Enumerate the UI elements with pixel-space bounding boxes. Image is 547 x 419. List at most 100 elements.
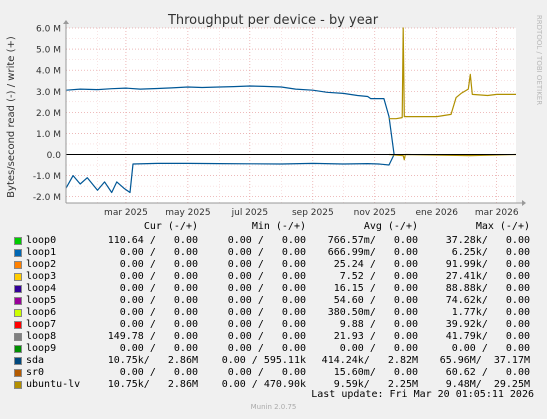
rrdtool-watermark: RRDTOOL / TOBI OETIKER	[535, 15, 543, 105]
legend-swatch	[14, 297, 22, 305]
legend-cur: 0.00 / 0.00	[119, 259, 198, 270]
legend-swatch	[14, 261, 22, 269]
y-tick-label: -2.0 M	[33, 193, 61, 203]
legend-max: 6.25k/ 0.00	[451, 247, 530, 258]
legend-row-loop3: loop3 0.00 / 0.00 0.00 / 0.00 7.52 / 0.00 27…	[0, 271, 547, 283]
legend-avg: 21.93 / 0.00	[333, 331, 418, 342]
legend-name: loop8	[26, 331, 57, 342]
legend-row-loop5: loop5 0.00 / 0.00 0.00 / 0.00 54.60 / 0.00 7…	[0, 295, 547, 307]
legend-avg: 666.99m/ 0.00	[327, 247, 418, 258]
legend-name: sr0	[26, 367, 45, 378]
x-tick-label: jul 2025	[231, 208, 268, 218]
legend-min: 0.00 / 0.00	[227, 247, 306, 258]
legend-name: loop0	[26, 235, 57, 246]
legend-row-loop8: loop8 149.78 / 0.00 0.00 / 0.00 21.93 / 0.0…	[0, 331, 547, 343]
legend-name: loop5	[26, 295, 57, 306]
legend-row-loop6: loop6 0.00 / 0.00 0.00 / 0.00 380.50m/ 0.00…	[0, 307, 547, 319]
chart-title: Throughput per device - by year	[167, 13, 379, 28]
legend-row-sda: sda 10.75k/ 2.86M 0.00 / 595.11k 414.24k/ 2…	[0, 355, 547, 367]
legend-swatch	[14, 237, 22, 245]
legend-min: 0.00 / 0.00	[227, 283, 306, 294]
legend-min: 0.00 / 0.00	[227, 367, 306, 378]
legend-avg: 0.00 / 0.00	[339, 343, 418, 354]
grid	[65, 27, 516, 203]
legend-cur: 10.75k/ 2.86M	[107, 379, 198, 390]
legend-avg: 7.52 / 0.00	[339, 271, 418, 282]
header-min: Min (-/+)	[251, 221, 306, 232]
legend-cur: 0.00 / 0.00	[119, 343, 198, 354]
legend-name: loop4	[26, 283, 57, 294]
legend-row-ubuntu-lv: ubuntu-lv 10.75k/ 2.86M 0.00 / 470.90k 9.59…	[0, 379, 547, 391]
legend-min: 0.00 / 595.11k	[221, 355, 306, 366]
legend-cur: 0.00 / 0.00	[119, 307, 198, 318]
legend-min: 0.00 / 0.00	[227, 319, 306, 330]
legend-swatch	[14, 381, 22, 389]
legend-avg: 16.15 / 0.00	[333, 283, 418, 294]
legend-max: 41.79k/ 0.00	[445, 331, 530, 342]
legend-row-loop4: loop4 0.00 / 0.00 0.00 / 0.00 16.15 / 0.00 8…	[0, 283, 547, 295]
legend-min: 0.00 / 0.00	[227, 235, 306, 246]
legend-cur: 0.00 / 0.00	[119, 319, 198, 330]
x-tick-label: may 2025	[165, 208, 210, 218]
legend-row-loop2: loop2 0.00 / 0.00 0.00 / 0.00 25.24 / 0.00 9…	[0, 259, 547, 271]
legend-row-loop0: loop0 110.64 / 0.00 0.00 / 0.00 766.57m/ 0.…	[0, 235, 547, 247]
last-update: Last update: Fri Mar 20 01:05:11 2026	[311, 389, 534, 400]
legend-min: 0.00 / 0.00	[227, 271, 306, 282]
legend-min: 0.00 / 0.00	[227, 307, 306, 318]
legend-cur: 0.00 / 0.00	[119, 283, 198, 294]
legend-row-loop1: loop1 0.00 / 0.00 0.00 / 0.00 666.99m/ 0.00…	[0, 247, 547, 259]
legend-name: loop3	[26, 271, 57, 282]
legend-cur: 0.00 / 0.00	[119, 247, 198, 258]
series-sda-read	[65, 154, 395, 194]
legend-cur: 110.64 / 0.00	[107, 235, 198, 246]
plot-area	[66, 28, 516, 203]
x-tick-label: nov 2025	[354, 208, 396, 218]
legend-swatch	[14, 333, 22, 341]
legend-swatch	[14, 369, 22, 377]
y-tick-label: 2.0 M	[36, 109, 61, 119]
legend-avg: 380.50m/ 0.00	[327, 307, 418, 318]
legend-max: 65.96M/ 37.17M	[439, 355, 530, 366]
legend-name: ubuntu-lv	[26, 379, 81, 390]
legend-avg: 766.57m/ 0.00	[327, 235, 418, 246]
legend-max: 91.99k/ 0.00	[445, 259, 530, 270]
legend-max: 39.92k/ 0.00	[445, 319, 530, 330]
legend-cur: 10.75k/ 2.86M	[107, 355, 198, 366]
legend-max: 60.62 / 0.00	[445, 367, 530, 378]
legend-cur: 0.00 / 0.00	[119, 367, 198, 378]
y-tick-label: 1.0 M	[36, 130, 61, 140]
legend-swatch	[14, 273, 22, 281]
legend-max: 0.00 / 0.00	[451, 343, 530, 354]
x-tick-labels: mar 2025 may 2025 jul 2025 sep 2025 nov 2025…	[104, 208, 519, 218]
legend-avg: 54.60 / 0.00	[333, 295, 418, 306]
legend-name: loop2	[26, 259, 57, 270]
legend-max: 37.28k/ 0.00	[445, 235, 530, 246]
y-tick-label: 0.0	[47, 151, 62, 161]
legend-row-sr0: sr0 0.00 / 0.00 0.00 / 0.00 15.60m/ 0.00 60.…	[0, 367, 547, 379]
y-tick-label: 3.0 M	[36, 88, 61, 98]
legend-avg: 25.24 / 0.00	[333, 259, 418, 270]
legend-name: loop7	[26, 319, 57, 330]
legend-max: 9.48M/ 29.25M	[445, 379, 530, 390]
legend-row-loop9: loop9 0.00 / 0.00 0.00 / 0.00 0.00 / 0.00 0.…	[0, 343, 547, 355]
legend-swatch	[14, 357, 22, 365]
legend-max: 88.88k/ 0.00	[445, 283, 530, 294]
legend-name: loop9	[26, 343, 57, 354]
legend-avg: 9.88 / 0.00	[339, 319, 418, 330]
x-tick-label: ene 2026	[415, 208, 458, 218]
legend-cur: 0.00 / 0.00	[119, 295, 198, 306]
series-ubuntu-lv-read	[388, 153, 517, 161]
legend-min: 0.00 / 0.00	[227, 331, 306, 342]
legend-header: Cur (-/+) Min (-/+) Avg (-/+) Max (-/+)	[0, 221, 547, 233]
legend-row-loop7: loop7 0.00 / 0.00 0.00 / 0.00 9.88 / 0.00 39…	[0, 319, 547, 331]
legend-cur: 0.00 / 0.00	[119, 271, 198, 282]
x-tick-label: mar 2026	[475, 208, 519, 218]
legend-swatch	[14, 249, 22, 257]
legend-avg: 15.60m/ 0.00	[333, 367, 418, 378]
legend-cur: 149.78 / 0.00	[107, 331, 198, 342]
legend-min: 0.00 / 0.00	[227, 259, 306, 270]
legend-avg: 414.24k/ 2.82M	[321, 355, 418, 366]
munin-version: Munin 2.0.75	[250, 403, 297, 411]
legend-min: 0.00 / 470.90k	[221, 379, 306, 390]
